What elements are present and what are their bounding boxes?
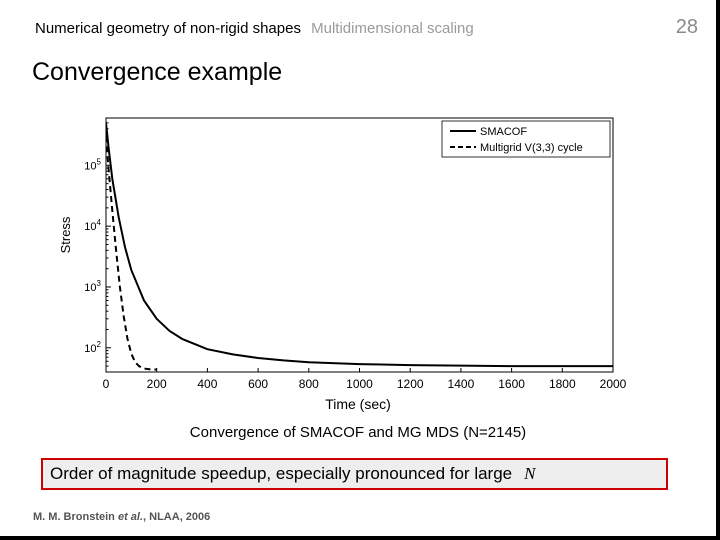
x-tick-label: 2000	[600, 377, 627, 391]
x-tick-label: 600	[248, 377, 268, 391]
page-number: 28	[675, 16, 698, 38]
x-tick-label: 200	[147, 377, 167, 391]
course-title: Numerical geometry of non-rigid shapes	[35, 20, 301, 37]
y-tick-label: 104	[84, 218, 101, 233]
y-axis-label: Stress	[58, 216, 73, 253]
y-tick-label: 102	[84, 340, 101, 355]
x-tick-label: 400	[197, 377, 217, 391]
x-axis-label: Time (sec)	[325, 396, 391, 412]
x-tick-label: 1600	[498, 377, 525, 391]
series-line-smacof	[106, 122, 613, 368]
highlight-text: Order of magnitude speedup, especially p…	[50, 464, 513, 483]
legend-box	[441, 120, 611, 158]
figure-caption: Convergence of SMACOF and MG MDS (N=2145…	[189, 424, 527, 441]
convergence-chart: 0 200 400 600 800 1000 1200 1400 1600 1800 2000 102…	[58, 117, 627, 391]
x-tick-label: 1000	[346, 377, 373, 391]
citation-authors: M. M. Bronstein	[33, 511, 115, 523]
x-tick-label: 800	[299, 377, 319, 391]
topic-title: Multidimensional scaling	[311, 20, 474, 37]
x-tick-label: 1200	[397, 377, 424, 391]
legend-label: SMACOF	[480, 126, 527, 138]
citation: M. M. Bronstein et al., NLAA, 2006	[33, 511, 210, 523]
y-tick-label: 105	[84, 157, 101, 172]
y-tick-label: 103	[84, 279, 101, 294]
citation-venue: , NLAA, 2006	[143, 511, 211, 523]
legend-label: Multigrid V(3,3) cycle	[480, 142, 583, 154]
series-line-multigrid	[106, 136, 157, 371]
x-tick-label: 0	[103, 377, 110, 391]
x-tick-label: 1800	[549, 377, 576, 391]
highlight-box: Order of magnitude speedup, especially p…	[41, 458, 668, 490]
x-tick-label: 1400	[448, 377, 475, 391]
plot-frame	[105, 117, 614, 373]
citation-etal: et al.	[117, 511, 144, 523]
slide-header: Numerical geometry of non-rigid shapes M…	[35, 20, 474, 37]
highlight-variable: N	[524, 464, 536, 483]
slide-title: Convergence example	[32, 58, 283, 86]
